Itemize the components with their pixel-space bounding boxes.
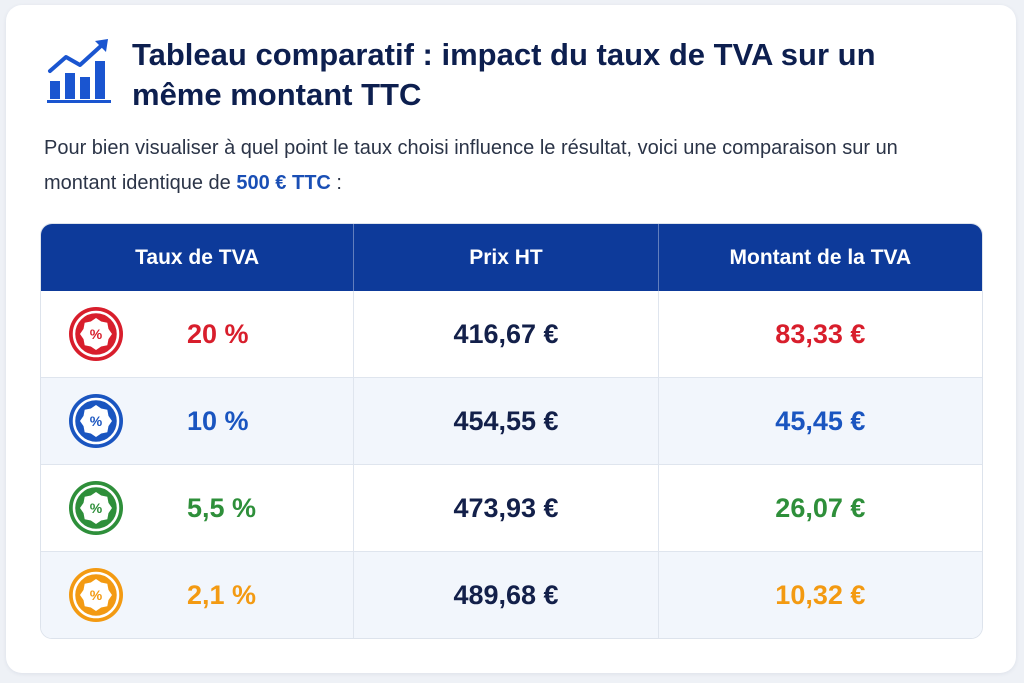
- montant-tva-cell: 45,45 €: [775, 405, 866, 436]
- table-row: % 10 % 454,55 € 45,45 €: [41, 377, 982, 464]
- header-prix-ht: Prix HT: [354, 224, 659, 291]
- growth-chart-icon: [47, 39, 111, 103]
- header-taux: Taux de TVA: [41, 224, 355, 291]
- percent-badge-icon: %: [69, 481, 123, 535]
- montant-tva-cell: 26,07 €: [775, 492, 866, 523]
- rate-value: 5,5 %: [187, 492, 257, 523]
- rate-value: 2,1 %: [187, 579, 257, 610]
- montant-tva-cell: 10,32 €: [775, 579, 866, 610]
- prix-ht-cell: 489,68 €: [354, 552, 659, 638]
- table-row: % 2,1 % 489,68 € 10,32 €: [41, 551, 982, 638]
- percent-badge-icon: %: [69, 307, 123, 361]
- svg-text:%: %: [90, 587, 103, 603]
- prix-ht-cell: 473,93 €: [354, 465, 659, 551]
- table-row: % 5,5 % 473,93 € 26,07 €: [41, 464, 982, 551]
- comparison-table: Taux de TVA Prix HT Montant de la TVA % 2…: [40, 223, 983, 639]
- intro-text-before: Pour bien visualiser à quel point le tau…: [44, 137, 898, 194]
- svg-text:%: %: [90, 413, 103, 429]
- table-body: % 20 % 416,67 € 83,33 €% 10 % 454,55 € 45,45 €…: [41, 291, 982, 638]
- intro-text-after: :: [330, 172, 342, 194]
- content-card: Tableau comparatif : impact du taux de T…: [6, 5, 1016, 673]
- prix-ht-cell: 454,55 €: [354, 378, 659, 464]
- rate-cell: % 20 %: [41, 291, 355, 377]
- table-row: % 20 % 416,67 € 83,33 €: [41, 291, 982, 377]
- prix-ht-cell: 416,67 €: [354, 291, 659, 377]
- rate-value: 10 %: [187, 405, 249, 436]
- page-title: Tableau comparatif : impact du taux de T…: [132, 37, 876, 112]
- rate-cell: % 5,5 %: [41, 465, 355, 551]
- rate-value: 20 %: [187, 318, 249, 349]
- percent-badge-icon: %: [69, 394, 123, 448]
- header-montant-tva: Montant de la TVA: [729, 245, 912, 269]
- amount-highlight: 500 € TTC: [236, 172, 331, 194]
- intro-paragraph: Pour bien visualiser à quel point le tau…: [44, 131, 924, 201]
- percent-badge-icon: %: [69, 568, 123, 622]
- svg-text:%: %: [90, 500, 103, 516]
- svg-text:%: %: [90, 326, 103, 342]
- rate-cell: % 2,1 %: [41, 552, 355, 638]
- rate-cell: % 10 %: [41, 378, 355, 464]
- table-header: Taux de TVA Prix HT Montant de la TVA: [41, 224, 982, 291]
- page-header: Tableau comparatif : impact du taux de T…: [46, 35, 912, 115]
- montant-tva-cell: 83,33 €: [775, 318, 866, 349]
